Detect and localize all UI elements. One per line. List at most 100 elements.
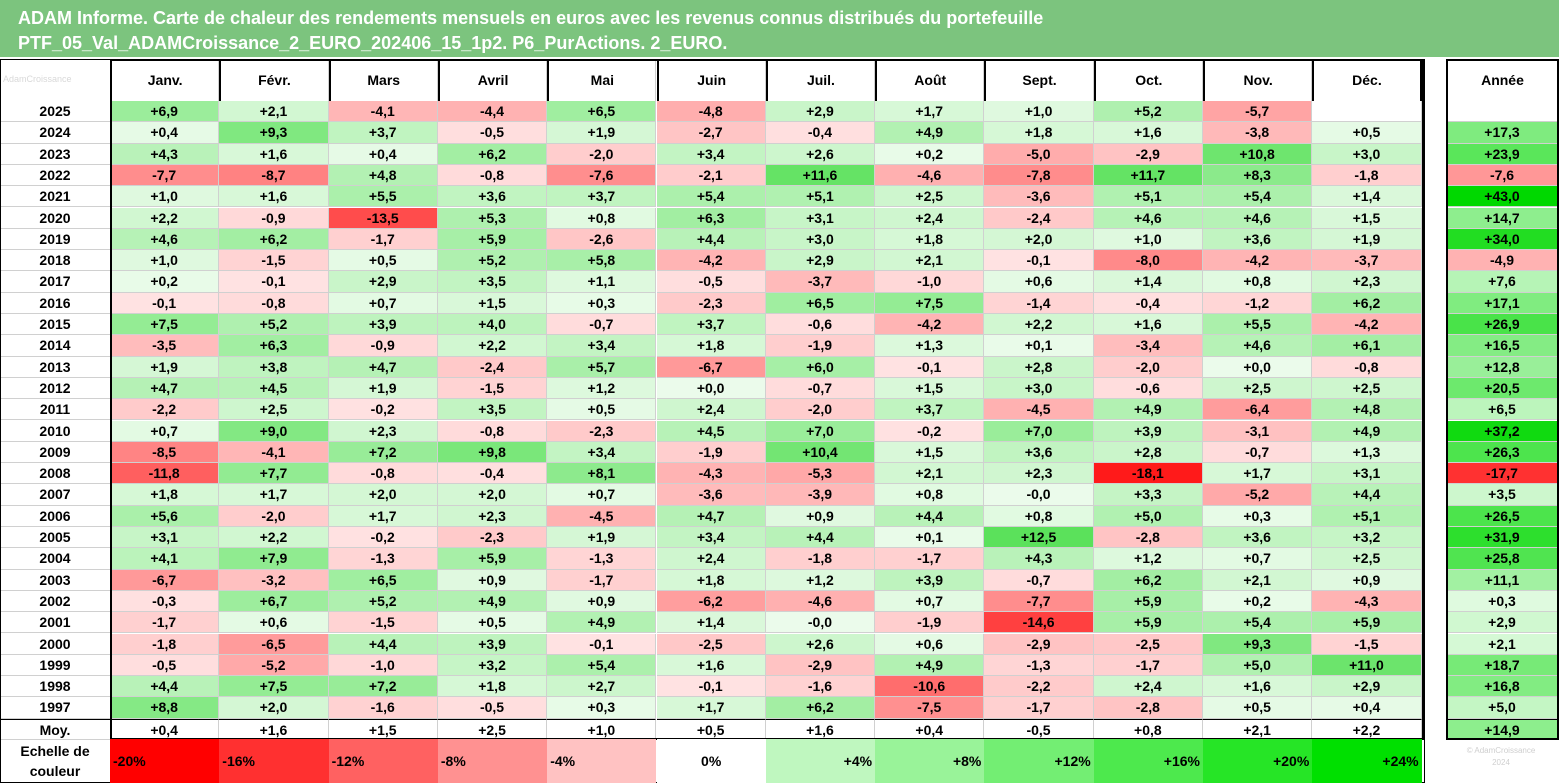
heatmap-cell: -0,1: [875, 356, 985, 378]
heatmap-cell: +4,6: [1203, 207, 1313, 229]
heatmap-cell: +0,3: [547, 292, 657, 314]
heatmap-cell: +1,0: [1093, 228, 1203, 251]
heatmap-cell: +5,4: [1203, 612, 1313, 634]
heatmap-cell: +2,5: [219, 399, 329, 421]
heatmap-cell: +20,5: [1446, 377, 1559, 400]
heatmap-cell: +3,5: [437, 271, 548, 293]
average-cell: +1,5: [328, 718, 438, 740]
heatmap-cell: +9,8: [437, 441, 548, 464]
heatmap-cell: +3,4: [656, 143, 766, 165]
heatmap-cell: -4,1: [219, 441, 329, 464]
heatmap-cell: +8,8: [110, 697, 220, 719]
heatmap-cell: +4,4: [765, 527, 876, 549]
row-year-label: 2018: [0, 250, 110, 272]
heatmap-cell: -3,1: [1203, 420, 1313, 442]
heatmap-cell: +0,7: [1203, 548, 1313, 570]
copyright-stamp: © AdamCroissance 2024: [1446, 745, 1556, 769]
heatmap-cell: +12,5: [984, 527, 1094, 549]
heatmap-cell: +0,8: [547, 207, 657, 229]
heatmap-cell: +3,4: [547, 335, 657, 357]
heatmap-cell: +1,1: [547, 271, 657, 293]
row-year-label: 2000: [0, 634, 110, 655]
heatmap-cell: -1,6: [765, 676, 876, 698]
report-title: ADAM Informe. Carte de chaleur des rende…: [0, 0, 1559, 57]
heatmap-cell: +23,9: [1446, 143, 1559, 165]
column-header-month-4: Avril: [437, 59, 548, 101]
heatmap-cell: +3,4: [547, 441, 657, 464]
row-year-label: 1997: [0, 697, 110, 719]
color-scale-stop: 0%: [656, 739, 766, 783]
heatmap-cell: -0,7: [984, 569, 1094, 591]
column-header-month-10: Oct.: [1093, 59, 1203, 101]
heatmap-cell: +1,6: [219, 186, 329, 208]
heatmap-cell: +1,0: [984, 101, 1094, 123]
color-scale-stop: +16%: [1093, 739, 1203, 783]
heatmap-cell: -6,7: [110, 569, 220, 591]
heatmap-cell: -0,5: [110, 654, 220, 677]
heatmap-cell: -4,9: [1446, 250, 1559, 272]
heatmap-cell: -0,8: [328, 463, 438, 485]
average-cell: +1,0: [547, 718, 657, 740]
average-row-label: Moy.: [0, 718, 110, 740]
heatmap-cell: +5,7: [547, 356, 657, 378]
heatmap-cell: +5,9: [437, 548, 548, 570]
heatmap-cell: -0,5: [437, 697, 548, 719]
heatmap-cell: +5,9: [1312, 612, 1422, 634]
column-header-month-3: Mars: [328, 59, 438, 101]
heatmap-cell: +4,6: [110, 228, 220, 251]
heatmap-cell: +4,4: [110, 676, 220, 698]
heatmap-cell: -3,7: [1312, 250, 1422, 272]
heatmap-cell: +0,6: [984, 271, 1094, 293]
heatmap-cell: -2,5: [1093, 633, 1203, 655]
heatmap-cell: +1,8: [656, 335, 766, 357]
heatmap-cell: +5,0: [1446, 697, 1559, 719]
average-cell: +2,5: [437, 718, 548, 740]
heatmap-cell: +17,1: [1446, 292, 1559, 314]
heatmap-cell: -0,5: [656, 271, 766, 293]
heatmap-cell: -1,9: [656, 441, 766, 464]
heatmap-cell: +2,3: [437, 505, 548, 527]
heatmap-cell: +1,8: [110, 484, 220, 506]
heatmap-cell: +0,5: [547, 399, 657, 421]
heatmap-cell: -1,7: [1093, 654, 1203, 677]
heatmap-cell: +1,7: [875, 101, 985, 123]
watermark-text: AdamCroissance: [3, 74, 72, 84]
heatmap-cell: +2,0: [219, 697, 329, 719]
heatmap-cell: +6,5: [1446, 399, 1559, 421]
heatmap-cell: +2,8: [1093, 441, 1203, 464]
heatmap-cell: +3,4: [656, 527, 766, 549]
heatmap-cell: -1,8: [110, 633, 220, 655]
heatmap-cell: +2,5: [1312, 548, 1422, 570]
color-scale-stop: +8%: [875, 739, 985, 783]
heatmap-cell: -4,6: [765, 590, 876, 613]
heatmap-cell: +2,0: [437, 484, 548, 506]
heatmap-cell: +1,5: [437, 292, 548, 314]
heatmap-cell: +2,3: [984, 463, 1094, 485]
row-year-label: 2002: [0, 591, 110, 613]
heatmap-cell: -7,6: [1446, 164, 1559, 187]
heatmap-cell: +0,5: [437, 612, 548, 634]
heatmap-cell: +2,9: [765, 250, 876, 272]
heatmap-cell: +2,6: [765, 143, 876, 165]
heatmap-cell: +5,4: [547, 654, 657, 677]
heatmap-cell: +26,3: [1446, 441, 1559, 464]
heatmap-cell: +1,6: [656, 654, 766, 677]
heatmap-cell: +31,9: [1446, 527, 1559, 549]
heatmap-cell: -0,0: [984, 484, 1094, 506]
heatmap-cell: +34,0: [1446, 228, 1559, 251]
heatmap-cell: +0,9: [547, 590, 657, 613]
heatmap-cell: +5,9: [1093, 612, 1203, 634]
color-scale-stop: -12%: [328, 739, 438, 783]
heatmap-cell: +6,7: [219, 590, 329, 613]
heatmap-cell: +5,5: [1203, 314, 1313, 336]
heatmap-cell: +6,9: [110, 101, 220, 123]
heatmap-cell: -3,5: [110, 335, 220, 357]
heatmap-cell: +4,6: [1093, 207, 1203, 229]
heatmap-cell: -0,1: [110, 292, 220, 314]
title-line-1: ADAM Informe. Carte de chaleur des rende…: [18, 8, 1044, 28]
heatmap-cell: +9,3: [219, 122, 329, 144]
heatmap-cell: +7,5: [110, 314, 220, 336]
average-cell: +0,4: [110, 718, 220, 740]
average-cell: +14,9: [1446, 718, 1559, 740]
heatmap-cell: -3,7: [765, 271, 876, 293]
